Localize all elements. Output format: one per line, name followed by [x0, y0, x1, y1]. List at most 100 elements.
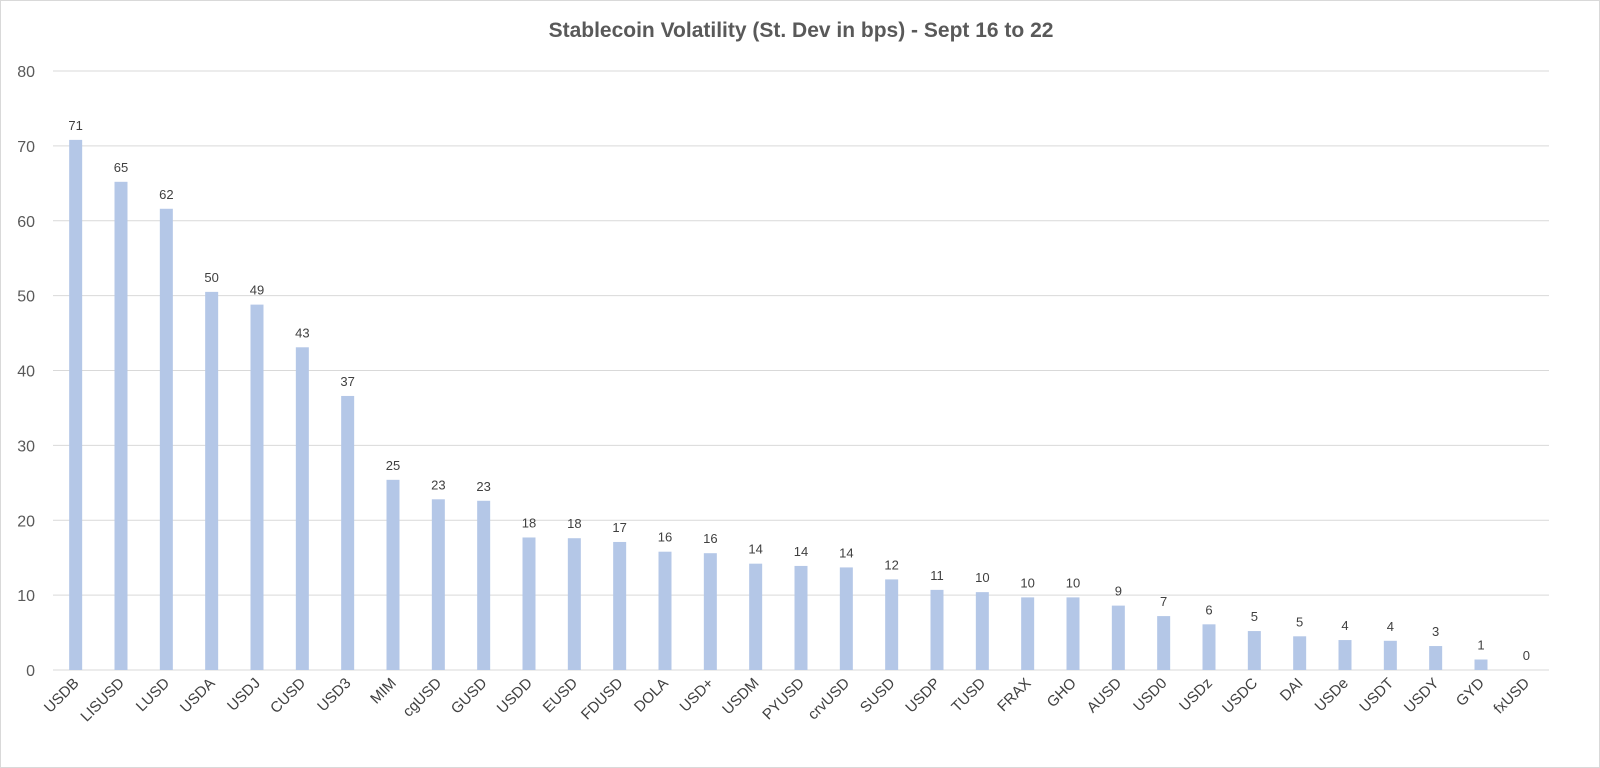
bar-USDB: [69, 139, 83, 670]
x-tick-label-PYUSD: PYUSD: [759, 675, 808, 724]
bar-USDD: [522, 537, 536, 670]
data-label-GUSD: 23: [476, 479, 490, 494]
y-tick-label-50: 50: [17, 289, 35, 306]
chart-title: Stablecoin Volatility (St. Dev in bps) -…: [548, 19, 1054, 42]
x-tick-label-TUSD: TUSD: [948, 675, 989, 716]
data-label-CUSD: 43: [295, 325, 309, 340]
x-tick-label-USDJ: USDJ: [224, 675, 264, 715]
data-label-cgUSD: 23: [431, 477, 445, 492]
bar-LUSD: [159, 208, 173, 670]
data-label-TUSD: 10: [975, 570, 989, 585]
y-axis-ticks: 0 10 20 30 40 50 60 70 80: [17, 64, 35, 680]
data-label-LISUSD: 65: [114, 160, 128, 175]
bar-GYD: [1474, 659, 1488, 670]
y-tick-label-60: 60: [17, 214, 35, 231]
bar-EUSD: [567, 538, 581, 670]
data-label-GHO: 10: [1066, 575, 1080, 590]
bar-MIM: [386, 479, 400, 670]
bar-CUSD: [295, 347, 309, 670]
bar-TUSD: [975, 592, 989, 670]
data-label-USDe: 4: [1341, 618, 1348, 633]
y-tick-label-10: 10: [17, 588, 35, 605]
x-tick-label-USDB: USDB: [41, 675, 82, 716]
x-tick-label-cgUSD: cgUSD: [400, 675, 446, 721]
x-tick-label-MIM: MIM: [367, 675, 400, 708]
x-tick-label-USDz: USDz: [1176, 675, 1216, 715]
x-tick-label-GYD: GYD: [1453, 675, 1488, 710]
bar-PYUSD: [794, 565, 808, 670]
data-label-DOLA: 16: [658, 530, 672, 545]
data-label-PYUSD: 14: [794, 544, 808, 559]
x-tick-label-fxUSD: fxUSD: [1490, 675, 1533, 718]
bar-AUSD: [1111, 605, 1125, 670]
x-tick-label-AUSD: AUSD: [1084, 675, 1126, 717]
x-tick-label-FDUSD: FDUSD: [578, 675, 627, 724]
x-tick-label-CUSD: CUSD: [267, 675, 309, 717]
data-label-FRAX: 10: [1020, 575, 1034, 590]
bar-LISUSD: [114, 181, 128, 670]
bar-USDT: [1383, 640, 1397, 670]
x-tick-label-USD+: USD+: [677, 675, 718, 716]
bar-crvUSD: [839, 567, 853, 670]
bar-FRAX: [1021, 597, 1035, 670]
x-tick-label-LUSD: LUSD: [133, 675, 173, 715]
data-label-MIM: 25: [386, 458, 400, 473]
x-tick-label-LISUSD: LISUSD: [77, 675, 127, 725]
data-label-AUSD: 9: [1115, 584, 1122, 599]
x-tick-label-USDP: USDP: [902, 675, 943, 716]
x-tick-label-FRAX: FRAX: [994, 675, 1034, 715]
bar-cgUSD: [431, 499, 445, 670]
bar-GUSD: [477, 500, 491, 670]
data-label-GYD: 1: [1477, 638, 1484, 653]
data-label-USDD: 18: [522, 515, 536, 530]
x-tick-label-USDY: USDY: [1401, 675, 1442, 716]
data-label-LUSD: 62: [159, 187, 173, 202]
data-label-EUSD: 18: [567, 516, 581, 531]
data-label-fxUSD: 0: [1523, 648, 1530, 663]
bar-FDUSD: [613, 541, 627, 670]
x-tick-label-crvUSD: crvUSD: [805, 675, 854, 724]
y-tick-label-70: 70: [17, 139, 35, 156]
data-label-USDC: 5: [1251, 609, 1258, 624]
x-tick-label-USDT: USDT: [1356, 675, 1397, 716]
data-label-DAI: 5: [1296, 614, 1303, 629]
x-tick-label-USD3: USD3: [314, 675, 354, 715]
y-tick-label-80: 80: [17, 64, 35, 81]
bar-USDA: [205, 291, 219, 670]
bar-USDP: [930, 589, 944, 670]
bar-USDz: [1202, 624, 1216, 670]
y-tick-label-20: 20: [17, 513, 35, 530]
x-tick-label-USDA: USDA: [177, 675, 218, 716]
bars: [69, 139, 1488, 670]
x-tick-label-EUSD: EUSD: [540, 675, 582, 717]
data-label-crvUSD: 14: [839, 545, 853, 560]
x-tick-label-USDe: USDe: [1312, 675, 1352, 715]
bar-GHO: [1066, 597, 1080, 670]
x-tick-label-USDD: USDD: [494, 675, 536, 717]
x-tick-label-GHO: GHO: [1044, 675, 1080, 711]
x-tick-label-GUSD: GUSD: [448, 675, 491, 718]
x-tick-label-SUSD: SUSD: [857, 675, 899, 717]
bar-USDe: [1338, 640, 1352, 670]
bar-DOLA: [658, 551, 672, 670]
data-label-USDP: 11: [930, 568, 944, 583]
y-tick-label-0: 0: [26, 663, 35, 680]
data-label-USDT: 4: [1387, 619, 1394, 634]
x-tick-label-USDC: USDC: [1219, 675, 1261, 717]
data-label-USDB: 71: [68, 118, 82, 133]
x-tick-label-USD0: USD0: [1130, 675, 1170, 715]
y-tick-label-30: 30: [17, 438, 35, 455]
data-label-USD3: 37: [340, 374, 354, 389]
bar-DAI: [1293, 636, 1307, 670]
bar-USDC: [1247, 631, 1261, 670]
data-label-FDUSD: 17: [612, 520, 626, 535]
data-label-SUSD: 12: [884, 557, 898, 572]
data-label-USDz: 6: [1205, 602, 1212, 617]
bar-USD+: [703, 553, 717, 670]
x-tick-label-DOLA: DOLA: [631, 675, 672, 716]
y-tick-label-40: 40: [17, 364, 35, 381]
